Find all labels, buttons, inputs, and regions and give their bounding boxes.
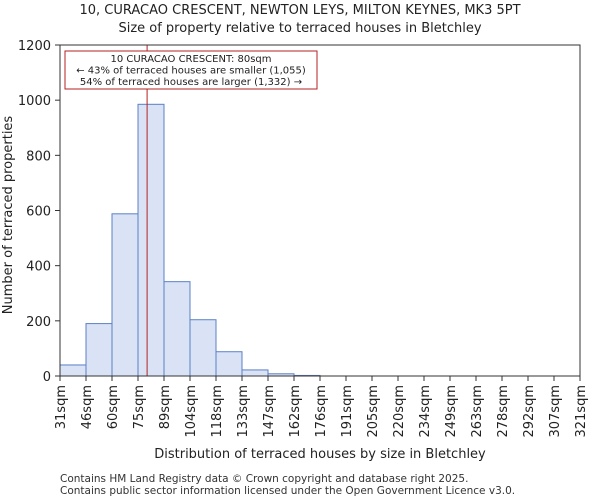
bar-60sqm — [111, 213, 139, 377]
x-tick-label: 147sqm — [262, 385, 277, 438]
bar-118sqm — [215, 351, 243, 377]
bar-75sqm — [137, 103, 165, 377]
x-tick-label: 191sqm — [340, 385, 355, 438]
chart-title: 10, CURACAO CRESCENT, NEWTON LEYS, MILTO… — [79, 3, 520, 18]
x-tick-label: 162sqm — [288, 385, 303, 438]
x-tick-label: 75sqm — [132, 385, 147, 429]
bar-89sqm — [163, 281, 191, 377]
bar-104sqm — [189, 319, 217, 377]
annotation-line-3: 54% of terraced houses are larger (1,332… — [80, 77, 302, 88]
y-axis-label: Number of terraced properties — [1, 116, 16, 315]
y-tick-label: 200 — [26, 315, 51, 330]
footer-line-1: Contains HM Land Registry data © Crown c… — [60, 473, 468, 485]
annotation-box — [64, 50, 318, 90]
bar-31sqm — [59, 364, 87, 377]
y-tick-label: 1000 — [18, 94, 51, 109]
x-tick-label: 249sqm — [444, 385, 459, 438]
x-tick-label: 278sqm — [496, 385, 511, 438]
x-tick-label: 292sqm — [522, 385, 537, 438]
x-tick-label: 321sqm — [574, 385, 589, 438]
bars-group — [59, 103, 321, 377]
x-tick-label: 220sqm — [392, 385, 407, 438]
x-tick-label: 60sqm — [106, 385, 121, 429]
x-tick-label: 205sqm — [366, 385, 381, 438]
bar-46sqm — [85, 323, 113, 377]
y-tick-label: 1200 — [18, 39, 51, 54]
x-axis-label: Distribution of terraced houses by size … — [154, 447, 486, 462]
plot-frame — [59, 44, 581, 377]
x-tick-label: 234sqm — [418, 385, 433, 438]
x-tick-label: 31sqm — [54, 385, 69, 429]
x-tick-label: 176sqm — [314, 385, 329, 438]
y-axis: 0 200 400 600 800 1000 1200 — [18, 39, 60, 385]
annotation-line-1: 10 CURACAO CRESCENT: 80sqm — [110, 54, 271, 65]
y-tick-label: 600 — [26, 205, 51, 220]
chart-subtitle: Size of property relative to terraced ho… — [118, 21, 481, 36]
x-tick-label: 118sqm — [210, 385, 225, 438]
x-axis: 31sqm 46sqm 60sqm 75sqm 89sqm 104sqm 118sqm 133… — [54, 376, 589, 438]
y-tick-label: 800 — [26, 149, 51, 164]
y-tick-label: 0 — [43, 370, 51, 385]
bar-133sqm — [241, 369, 269, 377]
x-tick-label: 263sqm — [470, 385, 485, 438]
annotation-line-2: ← 43% of terraced houses are smaller (1,… — [76, 66, 306, 77]
y-tick-label: 400 — [26, 260, 51, 275]
footer-line-2: Contains public sector information licen… — [60, 485, 515, 497]
x-tick-label: 46sqm — [80, 385, 95, 429]
marker-group: 10 CURACAO CRESCENT: 80sqm← 43% of terra… — [64, 45, 318, 376]
x-tick-label: 89sqm — [158, 385, 173, 429]
x-tick-label: 133sqm — [236, 385, 251, 438]
x-tick-label: 104sqm — [184, 385, 199, 438]
x-tick-label: 307sqm — [548, 385, 563, 438]
